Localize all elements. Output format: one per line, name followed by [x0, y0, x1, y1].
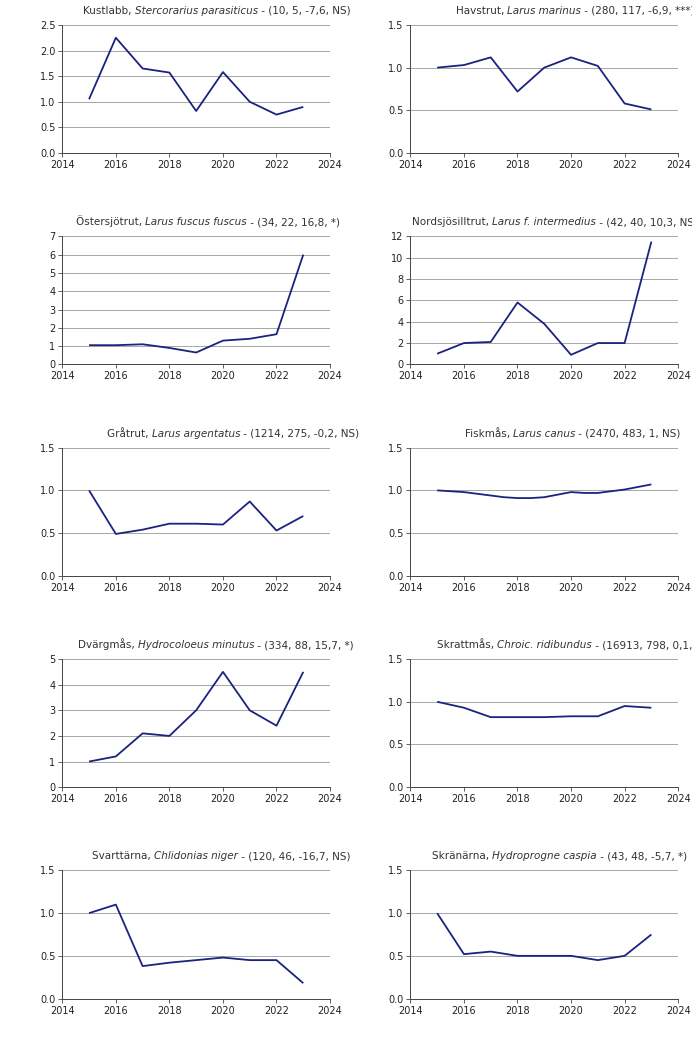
- Text: Gråtrut,: Gråtrut,: [107, 428, 152, 439]
- Text: Svarttärna,: Svarttärna,: [92, 851, 154, 862]
- Text: Chroic. ridibundus: Chroic. ridibundus: [497, 640, 592, 650]
- Text: Havstrut,: Havstrut,: [456, 6, 507, 16]
- Text: Larus f. intermedius: Larus f. intermedius: [492, 217, 597, 227]
- Text: - (334, 88, 15,7, *): - (334, 88, 15,7, *): [255, 640, 354, 650]
- Text: Hydrocoloeus minutus: Hydrocoloeus minutus: [138, 640, 255, 650]
- Text: Dvärgmås,: Dvärgmås,: [78, 638, 138, 650]
- Text: Larus argentatus: Larus argentatus: [152, 429, 240, 439]
- Text: Kustlabb,: Kustlabb,: [83, 6, 135, 16]
- Text: Skränärna,: Skränärna,: [432, 851, 492, 862]
- Text: Hydroprogne caspia: Hydroprogne caspia: [492, 851, 597, 862]
- Text: - (2470, 483, 1, NS): - (2470, 483, 1, NS): [576, 429, 681, 439]
- Text: Skrattmås,: Skrattmås,: [437, 639, 497, 650]
- Text: Chlidonias niger: Chlidonias niger: [154, 851, 238, 862]
- Text: Stercorarius parasiticus: Stercorarius parasiticus: [135, 6, 257, 16]
- Text: - (42, 40, 10,3, NS): - (42, 40, 10,3, NS): [597, 217, 692, 227]
- Text: Larus marinus: Larus marinus: [507, 6, 581, 16]
- Text: Larus fuscus fuscus: Larus fuscus fuscus: [145, 217, 247, 227]
- Text: Fiskmås,: Fiskmås,: [465, 428, 513, 439]
- Text: - (16913, 798, 0,1, NS): - (16913, 798, 0,1, NS): [592, 640, 692, 650]
- Text: - (34, 22, 16,8, *): - (34, 22, 16,8, *): [247, 217, 340, 227]
- Text: - (43, 48, -5,7, *): - (43, 48, -5,7, *): [597, 851, 686, 862]
- Text: - (280, 117, -6,9, ***): - (280, 117, -6,9, ***): [581, 6, 692, 16]
- Text: - (120, 46, -16,7, NS): - (120, 46, -16,7, NS): [238, 851, 351, 862]
- Text: - (10, 5, -7,6, NS): - (10, 5, -7,6, NS): [257, 6, 350, 16]
- Text: - (1214, 275, -0,2, NS): - (1214, 275, -0,2, NS): [240, 429, 360, 439]
- Text: Östersjötrut,: Östersjötrut,: [76, 216, 145, 227]
- Text: Nordsjösilltrut,: Nordsjösilltrut,: [412, 217, 492, 227]
- Text: Larus canus: Larus canus: [513, 429, 576, 439]
